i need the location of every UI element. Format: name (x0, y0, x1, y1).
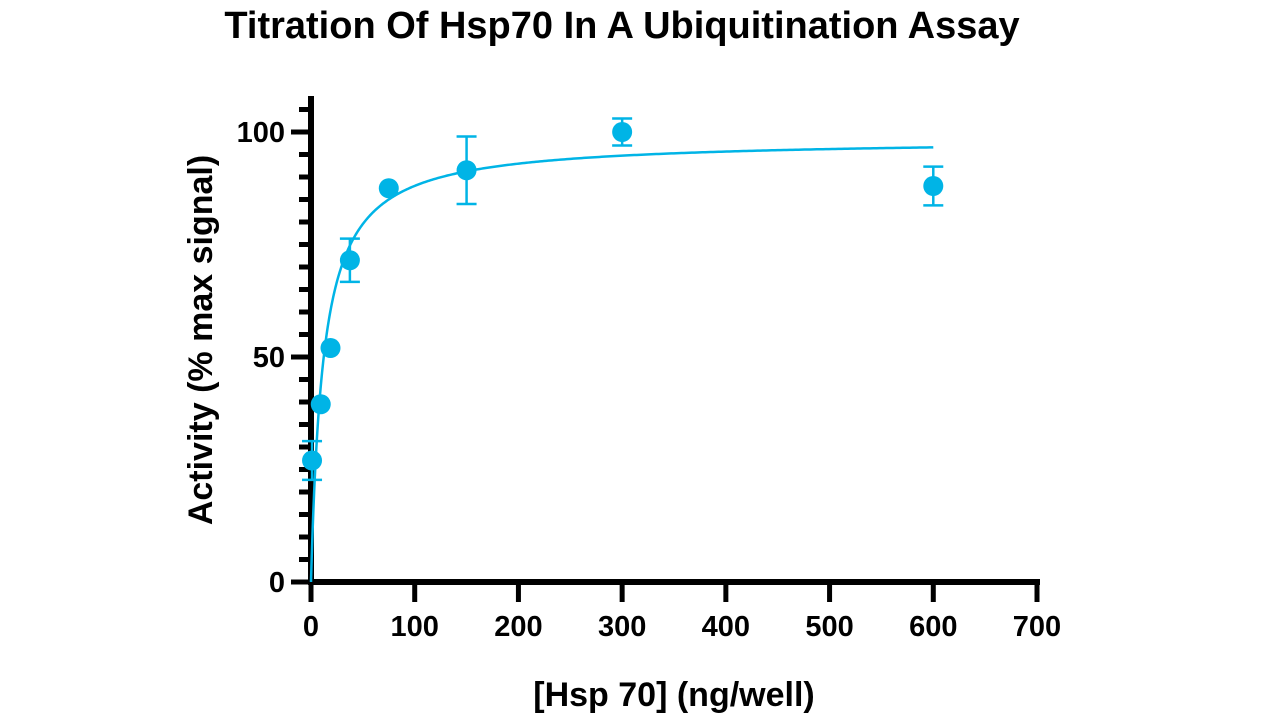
y-axis-label: Activity (% max signal) (182, 155, 220, 525)
x-axis-label: [Hsp 70] (ng/well) (533, 676, 814, 714)
y-tick-label: 50 (253, 342, 285, 374)
data-point (456, 160, 477, 181)
axes: 0 50 100 0 100 200 300 400 500 600 700 (237, 96, 1061, 643)
fit-curve (309, 146, 934, 583)
data-point (302, 450, 323, 471)
data-point (612, 122, 633, 142)
error-bars (302, 117, 944, 482)
x-tick-label: 700 (1013, 611, 1061, 643)
data-point (923, 176, 944, 196)
x-tick-label: 400 (702, 611, 750, 643)
x-tick-label: 600 (909, 611, 957, 643)
x-tick-label: 0 (303, 611, 319, 643)
x-tick-label: 500 (805, 611, 853, 643)
data-point (378, 178, 399, 199)
chart-title: Titration Of Hsp70 In A Ubiquitination A… (224, 5, 1019, 47)
x-tick-label: 300 (598, 611, 646, 643)
data-point (310, 394, 331, 415)
y-tick-label: 0 (269, 567, 285, 599)
x-tick-label: 100 (391, 611, 439, 643)
fit-curve-layer (309, 146, 934, 583)
x-tick-label: 200 (494, 611, 542, 643)
data-point (339, 250, 360, 271)
data-point (320, 338, 341, 358)
y-tick-label: 100 (237, 117, 285, 149)
data-points (302, 122, 944, 471)
